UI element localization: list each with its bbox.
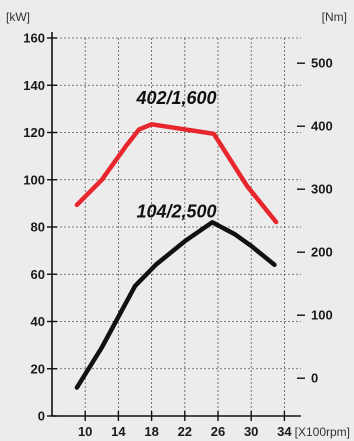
right-axis-unit-label: [Nm] (322, 10, 347, 24)
x-tick-label: 22 (178, 424, 192, 439)
left-tick-label: 60 (31, 267, 45, 282)
left-tick-label: 120 (23, 125, 45, 140)
series-lines (74, 122, 279, 390)
left-tick-label: 20 (31, 361, 45, 376)
x-tick-label: 30 (244, 424, 258, 439)
x-tick-label: 18 (144, 424, 158, 439)
right-tick-label: 200 (311, 245, 333, 260)
right-tick-label: 400 (311, 119, 333, 134)
tick-labels: 0 20 40 60 80 100 120 140 160 0 100 200 300 400 500 10 1… (23, 31, 332, 440)
x-tick-label: 14 (111, 424, 126, 439)
x-tick-label: 34 (277, 424, 292, 439)
power-curve (74, 220, 277, 390)
x-tick-label: 10 (78, 424, 92, 439)
left-tick-label: 0 (38, 409, 45, 424)
left-axis-unit-label: [kW] (6, 10, 30, 24)
axes (51, 32, 301, 417)
text-labels: [kW] [Nm] [X100rpm] 402/1,600 104/2,500 (6, 10, 350, 439)
right-tick-label: 500 (311, 56, 333, 71)
left-tick-label: 40 (31, 314, 45, 329)
x-tick-label: 26 (211, 424, 225, 439)
right-tick-label: 0 (311, 371, 318, 386)
peak-annotation: 104/2,500 (136, 202, 216, 222)
peak-annotation: 402/1,600 (135, 88, 216, 108)
x-axis-unit-label: [X100rpm] (295, 425, 350, 439)
torque-curve (74, 122, 279, 225)
left-tick-label: 160 (23, 31, 45, 46)
left-tick-label: 80 (31, 220, 45, 235)
left-tick-label: 100 (23, 172, 45, 187)
right-tick-label: 300 (311, 182, 333, 197)
right-tick-label: 100 (311, 308, 333, 323)
left-tick-label: 140 (23, 78, 45, 93)
